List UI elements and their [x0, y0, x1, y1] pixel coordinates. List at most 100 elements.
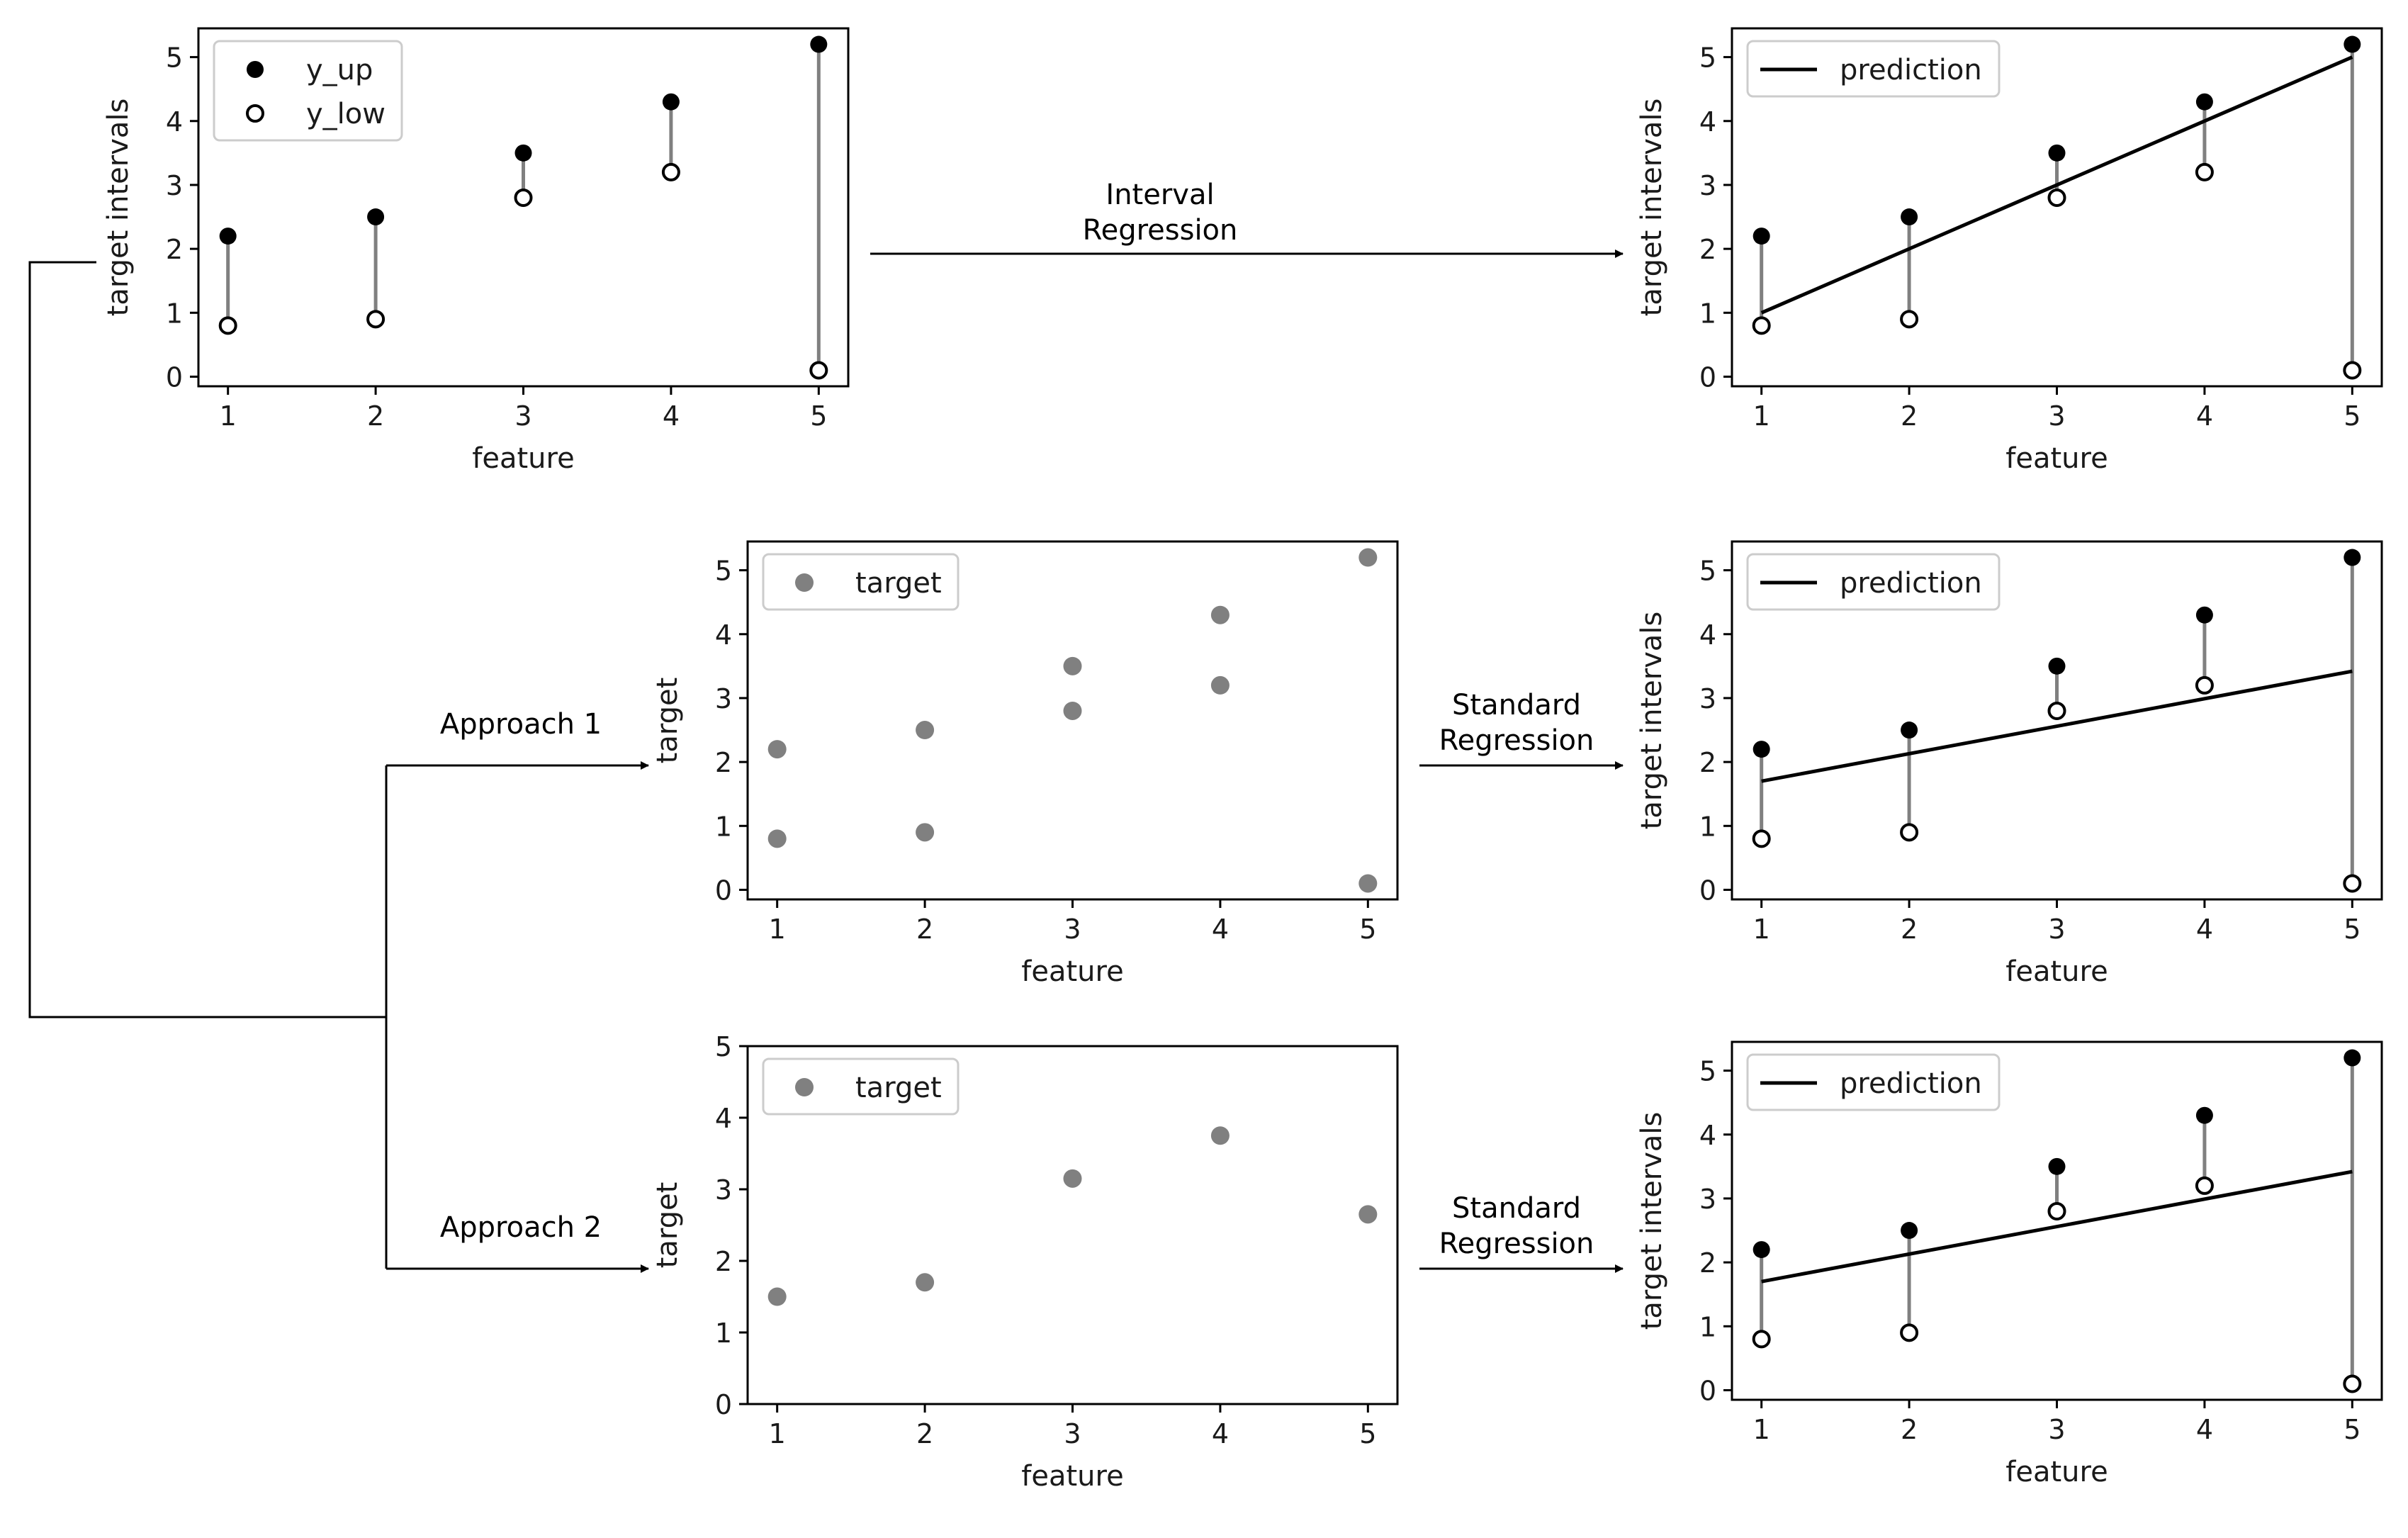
x-tick-label: 4	[2196, 1414, 2213, 1445]
x-axis-label: feature	[2005, 442, 2108, 475]
y-up-point	[2344, 1049, 2361, 1067]
chart-approach-1-result: 1 2 3 4 5 0 1 2 3 4 5 feature target intervals predic…	[1636, 540, 2383, 988]
standard-regression-1-label-line2: Regression	[1439, 724, 1594, 757]
x-axis-label: feature	[2005, 955, 2108, 988]
y-up-point	[1901, 208, 1918, 226]
x-axis-label: feature	[2005, 1456, 2108, 1488]
x-tick-label: 3	[514, 400, 531, 432]
chart-approach-1-targets: 1 2 3 4 5 0 1 2 3 4 5 feature target target	[651, 540, 1399, 988]
y-tick-label: 5	[1699, 1056, 1716, 1087]
y-up-point	[662, 93, 680, 111]
y-tick-label: 5	[166, 43, 183, 74]
x-tick-label: 1	[1753, 400, 1770, 432]
x-tick-label: 3	[1064, 914, 1081, 945]
chart-panels: 1 2 3 4 5 0 1 2 3 4 5 feature target intervals y_up y_…	[102, 27, 2383, 1493]
approach-1-label: Approach 1	[440, 708, 602, 741]
x-tick-label: 2	[916, 914, 933, 945]
y-low-point	[1900, 310, 1919, 329]
x-axis-label: feature	[1021, 1460, 1123, 1493]
prediction-line	[1761, 669, 2353, 783]
target-point	[767, 1287, 787, 1306]
standard-regression-1-label-line1: Standard	[1452, 689, 1581, 722]
target-point	[1358, 548, 1378, 567]
x-tick-label: 1	[1753, 1414, 1770, 1445]
y-tick-label: 2	[1699, 747, 1716, 778]
y-low-point	[2343, 1374, 2362, 1393]
x-axis-label: feature	[472, 442, 574, 475]
y-tick-label: 2	[1699, 1247, 1716, 1279]
y-low-point	[2195, 162, 2214, 181]
split-connector	[28, 261, 386, 1018]
target-point	[1063, 656, 1082, 675]
y-tick-label: 2	[715, 1246, 732, 1277]
legend-label: target	[855, 1072, 942, 1104]
chart-input-intervals: 1 2 3 4 5 0 1 2 3 4 5 feature target intervals y_up y_…	[102, 27, 850, 475]
legend-box	[1746, 553, 2001, 611]
y-low-point	[2195, 1176, 2214, 1195]
y-tick-label: 1	[1699, 811, 1716, 842]
y-tick-label: 1	[1699, 298, 1716, 329]
y-tick-label: 1	[715, 1318, 732, 1349]
x-tick-label: 4	[663, 400, 680, 432]
y-tick-label: 2	[715, 747, 732, 778]
target-point	[1210, 605, 1230, 624]
y-up-point	[1901, 1222, 1918, 1240]
x-tick-label: 5	[2344, 1414, 2361, 1445]
y-up-point	[2195, 1106, 2213, 1124]
flow-labels: Interval Regression Approach 1 Approach …	[440, 179, 1594, 1260]
y-tick-label: 0	[1699, 1375, 1716, 1406]
x-tick-label: 1	[220, 400, 237, 432]
y-tick-label: 4	[715, 1103, 732, 1134]
y-up-point	[1752, 228, 1770, 245]
y-axis-label: target intervals	[1636, 1112, 1668, 1330]
chart-interval-regression-result: 1 2 3 4 5 0 1 2 3 4 5 feature target intervals predic…	[1636, 27, 2383, 475]
target-point	[767, 740, 787, 759]
y-low-point	[2047, 701, 2066, 720]
y-up-point	[2048, 1157, 2066, 1175]
target-point	[916, 1273, 935, 1292]
y-tick-label: 0	[715, 1389, 732, 1420]
y-tick-label: 5	[715, 1031, 732, 1062]
x-tick-label: 5	[2344, 914, 2361, 945]
x-tick-label: 4	[1212, 1418, 1229, 1449]
x-tick-label: 1	[769, 1418, 786, 1449]
y-tick-label: 0	[166, 361, 183, 393]
target-point	[1063, 701, 1082, 720]
y-tick-label: 5	[1699, 43, 1716, 74]
y-low-point	[1752, 316, 1771, 335]
y-axis-label: target intervals	[1636, 99, 1668, 317]
y-tick-label: 4	[1699, 1120, 1716, 1151]
target-point	[767, 829, 787, 848]
y-low-point	[2343, 874, 2362, 893]
legend-box	[1746, 40, 2001, 98]
y-low-point	[514, 188, 533, 207]
x-tick-label: 5	[1359, 914, 1376, 945]
prediction-line	[1761, 1169, 2353, 1284]
y-axis-label: target intervals	[102, 99, 135, 317]
target-point	[916, 823, 935, 842]
legend-y-low-marker	[246, 104, 264, 123]
y-up-point	[514, 144, 532, 162]
interval-regression-label-line1: Interval	[1105, 179, 1214, 211]
x-tick-label: 3	[2048, 914, 2065, 945]
y-low-point	[218, 316, 237, 335]
y-tick-label: 3	[715, 1174, 732, 1206]
y-tick-label: 4	[166, 106, 183, 137]
x-tick-label: 2	[1901, 914, 1918, 945]
y-tick-label: 0	[1699, 361, 1716, 393]
y-tick-label: 4	[1699, 106, 1716, 137]
interval-regression-label-line2: Regression	[1083, 214, 1238, 247]
legend-label: y_low	[306, 98, 386, 130]
y-axis-label: target intervals	[1636, 612, 1668, 830]
y-low-point	[2047, 188, 2066, 207]
y-low-point	[661, 162, 680, 181]
legend-box	[762, 553, 960, 611]
x-tick-label: 5	[1359, 1418, 1376, 1449]
y-up-point	[219, 228, 237, 245]
x-tick-label: 2	[1901, 1414, 1918, 1445]
y-tick-label: 2	[166, 234, 183, 265]
x-tick-label: 3	[2048, 400, 2065, 432]
y-tick-label: 3	[715, 683, 732, 714]
y-tick-label: 3	[166, 170, 183, 201]
